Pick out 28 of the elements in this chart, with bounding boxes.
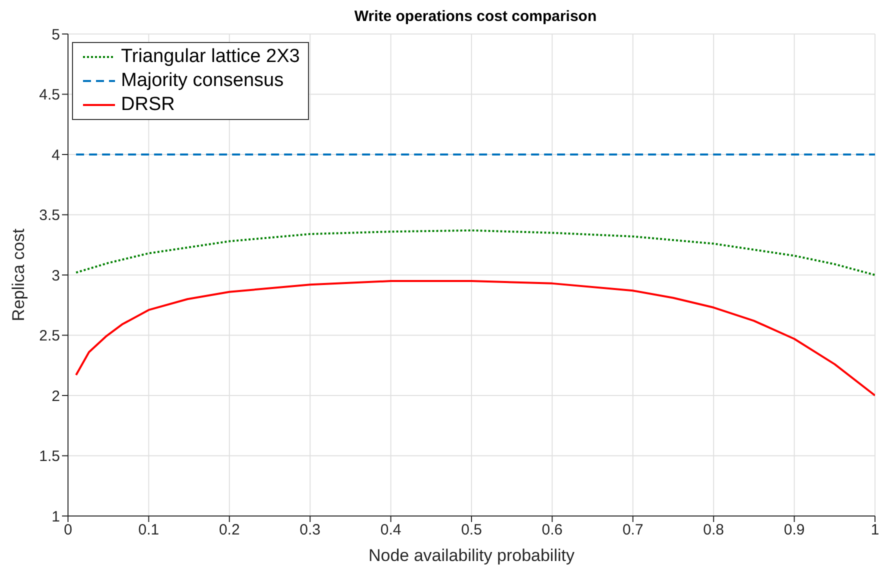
x-tick-label: 0.2 — [218, 522, 240, 539]
x-tick-label: 0.7 — [622, 522, 644, 539]
x-tick-label: 0.3 — [300, 522, 321, 539]
x-axis-title: Node availability probability — [368, 546, 575, 565]
y-tick-label: 4 — [52, 146, 60, 164]
y-tick-label: 3.5 — [39, 207, 60, 224]
y-tick-label: 4.5 — [39, 86, 60, 104]
x-tick-label: 0 — [64, 522, 72, 539]
y-tick-label: 2 — [52, 388, 60, 405]
y-tick-label: 3 — [52, 267, 60, 284]
legend-label: DRSR — [121, 94, 175, 116]
y-tick-label: 1 — [52, 508, 60, 526]
line-series — [75, 229, 875, 276]
y-tick-label: 5 — [52, 26, 60, 44]
x-tick-label: 0.5 — [461, 522, 482, 539]
x-tick-label: 0.6 — [542, 522, 563, 539]
x-tick-label: 0.8 — [703, 522, 724, 539]
legend-label: Triangular lattice 2X3 — [121, 46, 300, 68]
x-tick-label: 0.4 — [380, 522, 402, 539]
x-tick-label: 1 — [870, 522, 880, 539]
chart-title: Write operations cost comparison — [353, 8, 598, 26]
x-tick-label: 0.1 — [138, 522, 160, 539]
x-tick-label: 0.9 — [784, 522, 805, 539]
legend-label: Majority consensus — [121, 70, 284, 92]
y-tick-label: 1.5 — [39, 448, 60, 466]
y-axis-title: Replica cost — [9, 228, 28, 322]
y-tick-label: 2.5 — [39, 328, 60, 345]
line-series — [75, 280, 875, 396]
